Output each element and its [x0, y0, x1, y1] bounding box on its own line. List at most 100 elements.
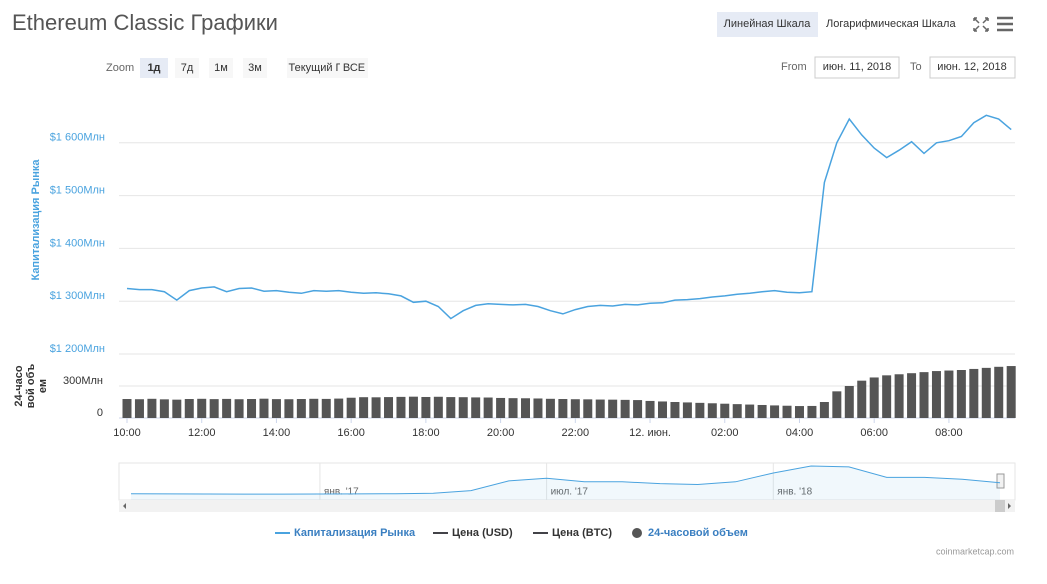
from-input[interactable]: июн. 11, 2018 — [823, 61, 892, 73]
volume-bar — [296, 399, 306, 418]
chart-title: Ethereum Classic Графики — [12, 10, 278, 35]
volume-bar — [496, 397, 506, 418]
scale-button-bg[interactable] — [717, 12, 818, 37]
volume-bar — [595, 399, 605, 418]
navigator-handle[interactable] — [996, 473, 1005, 489]
menu-icon[interactable] — [997, 16, 1013, 32]
volume-bar — [695, 402, 705, 418]
volume-bar — [259, 398, 269, 418]
y2-axis-label-box: 24-часовой объем — [13, 363, 49, 409]
volume-bar — [271, 399, 281, 418]
zoom-button[interactable]: 1д — [147, 62, 160, 74]
zoom-button[interactable]: Текущий Г — [288, 62, 341, 74]
volume-bar — [446, 397, 456, 418]
volume-bar — [707, 403, 717, 418]
volume-bar — [222, 398, 232, 418]
volume-bar — [521, 398, 531, 418]
y-axis-label: Капитализация Рынка — [30, 159, 42, 281]
volume-bar — [931, 371, 941, 418]
zoom-button-bg[interactable] — [140, 58, 168, 78]
y-tick-label: $1 200Млн — [50, 343, 105, 355]
zoom-button-bg[interactable] — [209, 58, 233, 78]
volume-bar — [720, 403, 730, 418]
volume-bar — [384, 397, 394, 418]
navigator-line — [130, 465, 1001, 495]
legend-symbol[interactable] — [632, 528, 642, 538]
x-tick-label: 12. июн. — [629, 427, 671, 439]
volume-bar — [633, 400, 643, 418]
to-input-box[interactable] — [929, 56, 1016, 79]
volume-bar — [371, 397, 381, 418]
volume-bar — [197, 398, 207, 418]
x-tick-label: 22:00 — [562, 427, 590, 439]
volume-bar — [508, 398, 518, 418]
volume-bar — [608, 399, 618, 418]
x-tick-label: 14:00 — [263, 427, 291, 439]
scrollbar-thumb[interactable] — [995, 500, 1005, 512]
volume-bar — [819, 402, 829, 418]
from-input-box[interactable] — [814, 56, 900, 79]
volume-bar — [147, 398, 157, 418]
volume-bar — [309, 398, 319, 418]
volume-bar — [570, 399, 580, 418]
x-tick-label: 16:00 — [337, 427, 365, 439]
scale-button[interactable]: Линейная Шкала — [724, 18, 812, 30]
to-input[interactable]: июн. 12, 2018 — [937, 61, 1006, 73]
y2-tick-label: 0 — [97, 407, 103, 419]
scale-button[interactable]: Логарифмическая Шкала — [826, 18, 956, 30]
navigator-tick-label: янв. '18 — [777, 487, 812, 498]
x-tick-label: 04:00 — [786, 427, 814, 439]
fullscreen-icon[interactable] — [973, 17, 989, 32]
volume-bar — [334, 398, 344, 418]
x-tick-label: 02:00 — [711, 427, 739, 439]
navigator-area — [131, 466, 1000, 500]
volume-bar — [869, 377, 879, 418]
volume-bar — [458, 397, 468, 418]
legend-label[interactable]: 24-часовой объем — [648, 527, 748, 539]
volume-bar — [782, 405, 792, 418]
x-tick-label: 18:00 — [412, 427, 440, 439]
zoom-button[interactable]: 1м — [214, 62, 228, 74]
volume-bar — [471, 397, 481, 418]
y-tick-label: $1 600Млн — [50, 132, 105, 144]
y-tick-label: $1 400Млн — [50, 237, 105, 249]
scrollbar[interactable] — [119, 500, 1015, 512]
volume-bar — [284, 399, 294, 418]
x-tick-label: 10:00 — [113, 427, 141, 439]
volume-bar — [533, 398, 543, 418]
zoom-button-bg[interactable] — [175, 58, 199, 78]
volume-bar — [234, 399, 244, 418]
from-label: From — [781, 61, 807, 73]
legend-label[interactable]: Цена (USD) — [452, 527, 513, 539]
volume-bar — [122, 399, 132, 418]
legend-label[interactable]: Цена (BTC) — [552, 527, 612, 539]
volume-bar — [172, 399, 182, 418]
volume-bar — [583, 399, 593, 418]
volume-bar — [944, 370, 954, 418]
volume-bar — [757, 404, 767, 418]
zoom-button[interactable]: ВСЕ — [343, 62, 365, 74]
volume-bar — [882, 375, 892, 418]
volume-bar — [359, 397, 369, 418]
volume-bar — [645, 400, 655, 418]
volume-bar — [745, 404, 755, 418]
volume-bar — [956, 370, 966, 418]
volume-bar — [857, 380, 867, 418]
credit: coinmarketcap.com — [936, 546, 1014, 556]
y2-axis-label: 24-часовой объем — [13, 363, 49, 409]
volume-bar — [732, 404, 742, 418]
zoom-button-bg[interactable] — [243, 58, 267, 78]
volume-bar — [832, 391, 842, 418]
volume-bar — [894, 374, 904, 418]
volume-bar — [770, 405, 780, 418]
volume-bar — [159, 399, 169, 418]
zoom-button[interactable]: 3м — [248, 62, 262, 74]
volume-bar — [981, 367, 991, 418]
zoom-button[interactable]: 7д — [181, 62, 194, 74]
volume-bar — [844, 386, 854, 418]
legend-label[interactable]: Капитализация Рынка — [294, 527, 416, 539]
zoom-button-bg[interactable] — [340, 58, 368, 78]
zoom-button-bg[interactable] — [287, 58, 343, 78]
volume-bar — [545, 398, 555, 418]
